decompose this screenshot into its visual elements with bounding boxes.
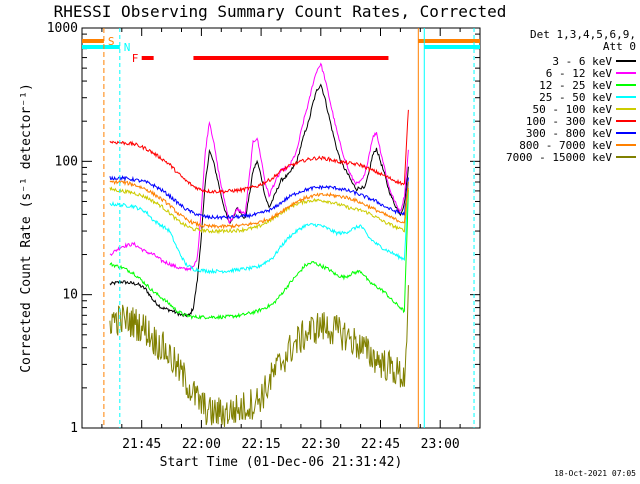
y-tick-label: 1 (70, 421, 78, 436)
x-tick-label: 23:00 (421, 437, 460, 452)
series-line (109, 186, 409, 235)
y-tick-label: 100 (55, 154, 78, 169)
chart-title: RHESSI Observing Summary Count Rates, Co… (54, 2, 507, 21)
flag-label: S (108, 35, 115, 48)
legend-label: 100 - 300 keV (526, 115, 612, 128)
series-line (109, 285, 409, 427)
series-line (109, 83, 409, 318)
series-line (109, 181, 409, 275)
legend-subheader: Att 0 (603, 40, 636, 53)
flag-label: F (132, 52, 139, 65)
footer-timestamp: 18-Oct-2021 07:05 (554, 469, 636, 478)
x-axis-label: Start Time (01-Dec-06 21:31:42) (160, 455, 403, 470)
legend-header: Det 1,3,4,5,6,9, (530, 28, 636, 41)
legend-label: 12 - 25 keV (539, 79, 612, 92)
x-tick-label: 22:30 (301, 437, 340, 452)
x-tick-label: 22:00 (182, 437, 221, 452)
legend-label: 25 - 50 keV (539, 91, 612, 104)
flag-label: N (124, 41, 131, 54)
x-tick-label: 22:15 (242, 437, 281, 452)
y-tick-label: 10 (62, 288, 78, 303)
series-line (109, 175, 409, 221)
y-axis-label: Corrected Count Rate (s⁻¹ detector⁻¹) (19, 83, 34, 373)
plot-area (81, 27, 481, 429)
x-tick-label: 22:45 (361, 437, 400, 452)
series-line (109, 189, 409, 320)
legend-label: 800 - 7000 keV (519, 139, 612, 152)
legend-label: 7000 - 15000 keV (506, 151, 612, 164)
series-line (109, 62, 409, 272)
series-line (109, 109, 409, 195)
x-tick-label: 21:45 (122, 437, 161, 452)
series-line (109, 179, 409, 230)
legend-label: 3 - 6 keV (552, 55, 612, 68)
legend-label: 6 - 12 keV (546, 67, 613, 80)
y-tick-label: 1000 (47, 21, 78, 36)
legend-label: 50 - 100 keV (533, 103, 613, 116)
legend-label: 300 - 800 keV (526, 127, 612, 140)
